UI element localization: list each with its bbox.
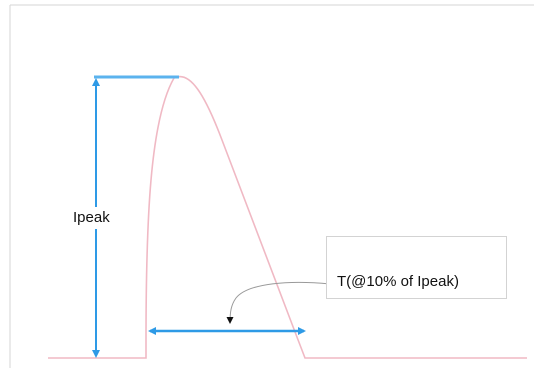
callout-leader-line xyxy=(226,281,331,324)
ipeak-label: Ipeak xyxy=(72,207,111,229)
pulse-waveform xyxy=(48,75,527,359)
t-callout-label: T(@10% of Ipeak) xyxy=(326,236,507,299)
